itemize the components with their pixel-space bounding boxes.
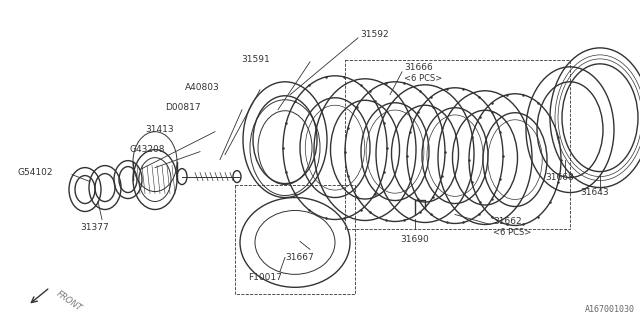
Text: D00817: D00817 [165, 103, 200, 112]
Text: A167001030: A167001030 [585, 305, 635, 314]
Text: 31668: 31668 [545, 173, 573, 182]
Text: G54102: G54102 [18, 168, 54, 177]
Text: 31666: 31666 [404, 63, 433, 72]
Text: 31592: 31592 [360, 30, 388, 39]
Text: F10017: F10017 [248, 273, 282, 282]
Text: 31413: 31413 [145, 125, 173, 134]
Text: 31690: 31690 [400, 235, 429, 244]
Text: 31667: 31667 [285, 253, 314, 262]
Text: 31662: 31662 [493, 217, 522, 226]
Text: A40803: A40803 [185, 83, 220, 92]
Text: 31377: 31377 [80, 223, 109, 232]
Text: 31643: 31643 [580, 188, 609, 197]
Text: <6 PCS>: <6 PCS> [404, 74, 442, 83]
Text: 31591: 31591 [241, 55, 270, 64]
Text: FRONT: FRONT [55, 289, 84, 313]
Text: G43208: G43208 [130, 145, 166, 154]
Text: <6 PCS>: <6 PCS> [493, 228, 531, 237]
